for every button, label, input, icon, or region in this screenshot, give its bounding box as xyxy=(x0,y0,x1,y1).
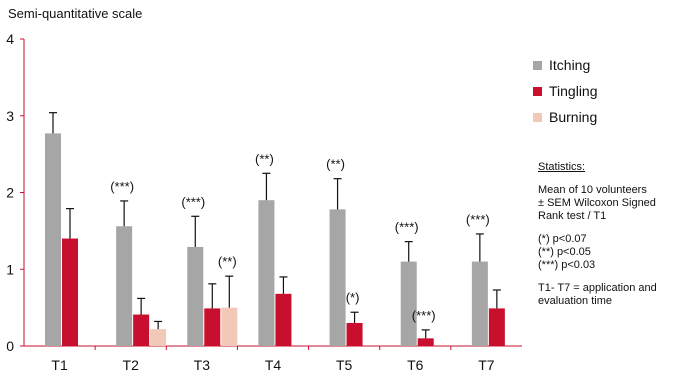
bar-burning xyxy=(221,307,238,346)
significance-level: (*) p<0.07 xyxy=(538,233,587,245)
y-axis-title: Semi-quantitative scale xyxy=(8,6,143,21)
significance-label: (**) xyxy=(218,254,237,269)
significance-label: (***) xyxy=(395,220,419,235)
legend-item-itching: Itching xyxy=(533,52,598,78)
x-tick-label: T4 xyxy=(265,357,282,373)
y-tick-label: 0 xyxy=(6,338,14,354)
legend-item-burning: Burning xyxy=(533,104,598,130)
legend-label-burning: Burning xyxy=(549,109,598,125)
legend: Itching Tingling Burning xyxy=(533,52,598,130)
significance-label: (**) xyxy=(255,151,274,166)
time-note-line: T1- T7 = application and xyxy=(538,282,657,294)
statistics-method: Mean of 10 volunteers ± SEM Wilcoxon Sig… xyxy=(538,184,687,223)
significance-level: (**) p<0.05 xyxy=(538,246,591,258)
statistics-panel: Statistics: Mean of 10 volunteers ± SEM … xyxy=(538,161,687,318)
statistics-method-line: Mean of 10 volunteers xyxy=(538,184,647,196)
y-tick-label: 4 xyxy=(6,31,14,47)
bar-itching xyxy=(116,226,133,346)
legend-item-tingling: Tingling xyxy=(533,78,598,104)
x-tick-label: T2 xyxy=(123,357,140,373)
significance-label: (***) xyxy=(110,179,134,194)
legend-swatch-tingling xyxy=(533,86,542,96)
time-note-line: evaluation time xyxy=(538,295,612,307)
significance-levels: (*) p<0.07 (**) p<0.05 (***) p<0.03 xyxy=(538,233,687,272)
y-tick-label: 2 xyxy=(6,185,14,201)
bar-itching xyxy=(329,209,346,346)
significance-label: (***) xyxy=(181,194,205,209)
bar-itching xyxy=(45,133,61,346)
bar-tingling xyxy=(62,238,78,346)
bar-itching xyxy=(187,246,204,346)
x-tick-label: T6 xyxy=(407,357,424,373)
bar-tingling xyxy=(346,322,363,346)
bar-itching xyxy=(400,261,417,346)
bar-tingling xyxy=(275,293,292,346)
bar-tingling xyxy=(488,308,505,346)
statistics-method-line: Rank test / T1 xyxy=(538,210,607,222)
significance-level: (***) p<0.03 xyxy=(538,259,596,271)
legend-swatch-itching xyxy=(533,60,542,70)
bar-burning xyxy=(150,329,167,346)
time-note: T1- T7 = application and evaluation time xyxy=(538,282,687,308)
bar-tingling xyxy=(204,308,221,346)
significance-label: (**) xyxy=(326,157,345,172)
y-tick-label: 1 xyxy=(6,261,14,277)
statistics-method-line: ± SEM Wilcoxon Signed xyxy=(538,197,656,209)
significance-label: (***) xyxy=(412,308,436,323)
bar-tingling xyxy=(417,338,434,346)
x-tick-label: T5 xyxy=(336,357,353,373)
bar-tingling xyxy=(133,314,150,346)
legend-label-tingling: Tingling xyxy=(549,83,598,99)
significance-label: (*) xyxy=(346,290,360,305)
significance-label: (***) xyxy=(466,212,490,227)
x-tick-label: T7 xyxy=(478,357,495,373)
x-tick-label: T1 xyxy=(51,357,68,373)
bar-itching xyxy=(258,200,275,346)
y-tick-label: 3 xyxy=(6,108,14,124)
legend-swatch-burning xyxy=(533,112,542,122)
legend-label-itching: Itching xyxy=(549,57,591,73)
statistics-heading: Statistics: xyxy=(538,161,586,173)
bar-itching xyxy=(471,261,488,346)
x-tick-label: T3 xyxy=(194,357,211,373)
